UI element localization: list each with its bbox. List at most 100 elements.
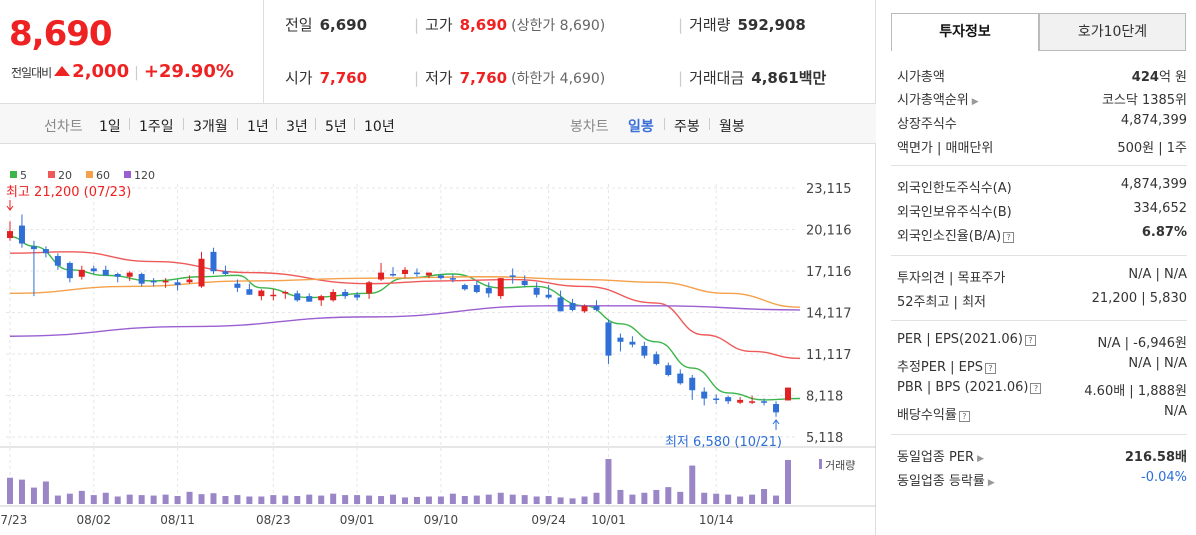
volume-label: 거래량 [689,16,731,34]
volume-bar [294,496,301,504]
help-icon[interactable]: ? [958,411,970,422]
candle-body [114,273,121,277]
legend-swatch [86,171,93,178]
volume-bar [713,493,720,504]
volume-bar [30,487,37,504]
y-tick-label: 14,117 [806,307,852,322]
volume-bar [222,496,229,504]
period-1d[interactable]: 1일 [99,119,121,135]
candle-body [485,287,492,294]
candle-chart-label[interactable]: 봉차트 [570,119,609,135]
info-per: PER | EPS(2021.06)? N/A | -6,946원 [897,332,1187,354]
x-tick-label: 07/23 [0,513,27,527]
per-value: N/A | -6,946원 [1097,336,1187,351]
foreign-limit-label: 외국인한도주식수(A) [897,181,1012,196]
volume-bar [581,496,588,504]
candle-weekly[interactable]: 주봉 [674,119,700,135]
industry-rate-label: 동일업종 등락률 [897,474,985,489]
industry-per-label: 동일업종 PER [897,450,975,465]
low-value: 7,760 [459,69,508,87]
candle-body [497,278,504,297]
candle-body [617,337,624,342]
x-tick-label: 08/11 [160,513,195,527]
candle-body [761,401,768,403]
amount-unit: 백만 [798,69,827,87]
tab-order-book[interactable]: 호가10단계 [1039,13,1186,51]
caret-right-icon[interactable]: ▶ [971,97,979,107]
volume-bar [701,492,708,504]
price-chart: 23,115 20,116 17,116 14,117 11,117 8,118 5,118… [0,169,876,527]
foreign-ratio-value: 6.87% [1141,225,1187,240]
foreign-hold-value: 334,652 [1133,201,1187,216]
par-label: 액면가 | 매매단위 [897,141,994,156]
volume-bar [174,496,181,504]
candle-body [401,269,408,274]
info-foreign-limit: 외국인한도주식수(A) 4,874,399 [897,177,1187,199]
candle-body [258,290,265,297]
candle-body [150,280,157,283]
shares-value: 4,874,399 [1120,113,1187,128]
info-market-cap: 시가총액 424억 원 [897,66,1187,88]
market-cap-label: 시가총액 [897,70,945,85]
caret-right-icon[interactable]: ▶ [977,454,984,464]
candle-body [66,262,73,279]
volume-bar [66,493,73,504]
period-10y[interactable]: 10년 [364,119,395,135]
candle-body [282,291,289,294]
y-tick-label: 23,115 [806,182,852,197]
volume-bar [437,496,444,504]
per-label: PER | EPS(2021.06) [897,332,1023,347]
candle-body [557,297,564,312]
industry-rate-value: -0.04% [1141,470,1187,485]
period-1w[interactable]: 1주일 [139,119,174,135]
candle-body [318,296,325,301]
candle-body [605,322,612,356]
volume-bar [725,494,732,504]
caret-right-icon[interactable]: ▶ [987,478,995,488]
candle-daily[interactable]: 일봉 [628,119,654,135]
help-icon[interactable]: ? [1030,383,1042,394]
high: | 고가 8,690 (상한가 8,690) [414,16,606,34]
period-3m[interactable]: 3개월 [193,119,228,135]
volume-bar [497,492,504,504]
candle-monthly[interactable]: 월봉 [719,119,745,135]
info-industry-per: 동일업종 PER ▶ 216.58배 [897,446,1187,468]
volume-bar [737,496,744,504]
volume-bar [354,495,361,504]
volume-bar [677,491,684,504]
candle-body [390,273,397,276]
candle-body [198,258,205,287]
candle-body [413,272,420,275]
help-icon[interactable]: ? [1024,335,1036,346]
amount: | 거래대금 4,861백만 [678,69,827,87]
volume-bar [641,492,648,504]
candle-body [222,271,229,274]
candle-body [210,251,217,272]
candle-body [701,391,708,399]
candle-body [425,272,432,276]
volume-bar [785,459,791,504]
volume-bar [210,493,217,504]
candle-body [593,305,600,310]
candle-body [737,399,744,403]
volume-bar [509,494,516,504]
help-icon[interactable]: ? [1003,232,1015,243]
prev-close-label: 전일 [285,16,313,34]
current-price: 8,690 [9,14,113,54]
line-chart-label[interactable]: 선차트 [44,119,83,135]
candle-body [545,294,552,298]
candle-body [569,303,576,310]
help-icon[interactable]: ? [984,363,996,374]
volume-bar [198,494,205,504]
up-arrow-icon [54,66,71,76]
price-change: 전일대비 2,000 | +29.90% [11,61,234,82]
period-3y[interactable]: 3년 [286,119,308,135]
candle-body [174,282,181,286]
period-1y[interactable]: 1년 [247,119,269,135]
tab-invest-info[interactable]: 투자정보 [891,13,1039,51]
period-5y[interactable]: 5년 [325,119,347,135]
market-cap-value: 424 [1131,70,1159,85]
high-label: 고가 [425,16,453,34]
volume-bar [306,494,313,504]
candle-body [7,231,13,239]
